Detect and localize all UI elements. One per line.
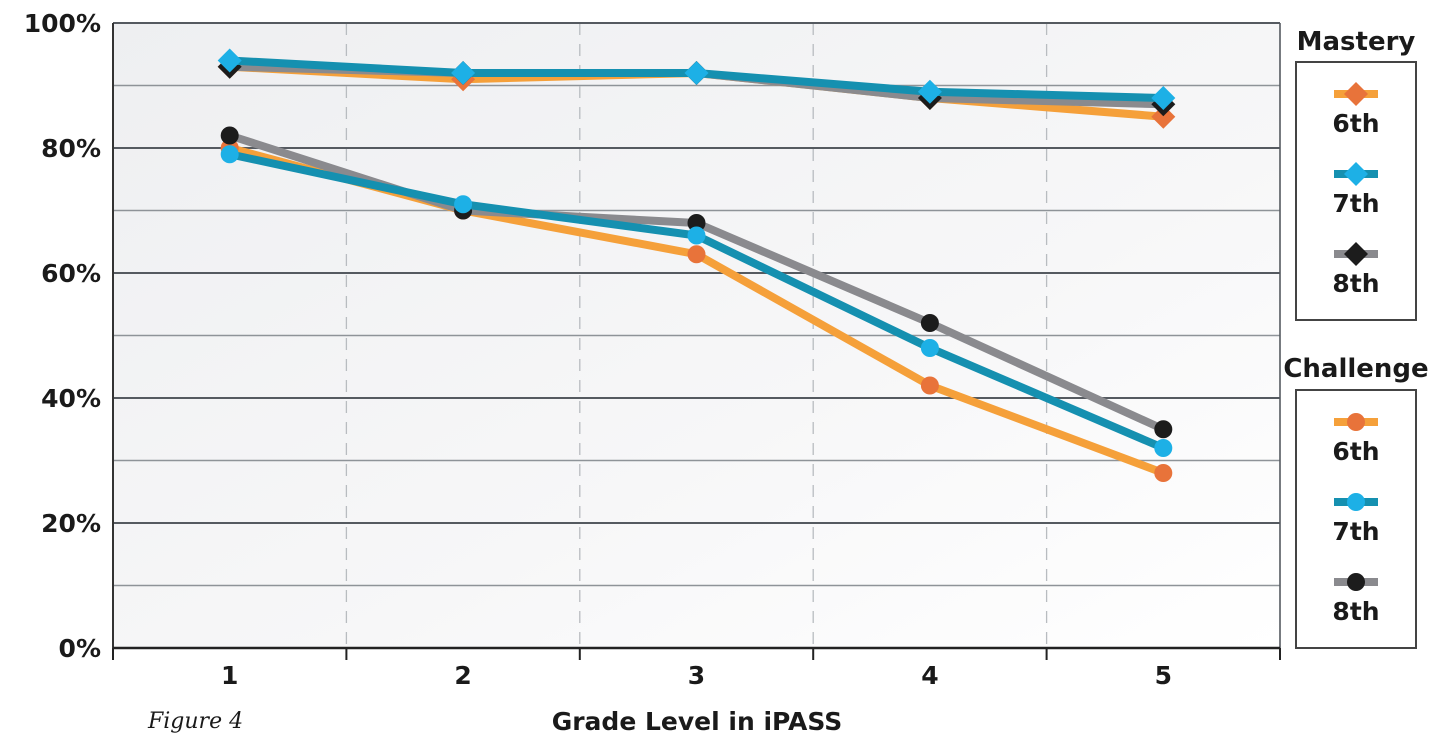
y-tick-label: 40% [41, 384, 101, 413]
data-point-challenge-8th [1154, 420, 1173, 439]
data-point-challenge-7th [920, 339, 939, 357]
data-point-challenge-6th [687, 245, 706, 264]
legend-label-mastery-7th: 7th [1332, 189, 1379, 218]
data-point-challenge-8th [687, 214, 706, 232]
data-point-challenge-8th [220, 126, 239, 145]
legend-marker-diamond [1344, 242, 1368, 266]
x-tick-label: 1 [221, 661, 238, 690]
legend-marker-diamond [1344, 162, 1368, 186]
y-tick-label: 60% [41, 259, 101, 288]
data-point-challenge-7th [220, 145, 239, 164]
y-tick-label: 20% [41, 509, 101, 538]
data-point-mastery-7th [451, 61, 476, 85]
legend-marker-diamond [1344, 82, 1368, 106]
y-tick-label: 0% [59, 634, 101, 663]
x-tick-label: 4 [921, 661, 938, 690]
figure-caption: Figure 4 [147, 709, 243, 734]
legend-label-mastery-8th: 8th [1332, 269, 1379, 298]
x-tick-label: 2 [454, 661, 471, 690]
data-point-mastery-7th [1151, 86, 1176, 110]
y-tick-label: 100% [24, 9, 101, 38]
legend-marker-circle [1347, 413, 1365, 431]
data-point-challenge-6th [920, 376, 939, 395]
x-axis-title: Grade Level in iPASS [552, 707, 843, 734]
data-point-challenge-6th [1154, 464, 1173, 482]
legend-title-mastery: Mastery [1297, 27, 1416, 57]
legend-title-challenge: Challenge [1283, 354, 1428, 384]
data-point-challenge-7th [1154, 439, 1173, 457]
data-point-mastery-7th [684, 61, 709, 85]
legend-label-challenge-7th: 7th [1332, 517, 1379, 546]
data-point-challenge-7th [454, 195, 473, 214]
data-point-challenge-7th [687, 226, 706, 245]
legend-marker-circle [1347, 573, 1365, 591]
legend-marker-circle [1347, 493, 1365, 511]
data-point-mastery-6th [1151, 104, 1176, 129]
legend-label-challenge-6th: 6th [1332, 437, 1379, 466]
data-point-challenge-8th [920, 314, 939, 332]
data-point-mastery-7th [217, 48, 242, 73]
data-point-mastery-7th [917, 79, 942, 104]
legend-box-challenge [1295, 389, 1417, 649]
legend-label-mastery-6th: 6th [1332, 109, 1379, 138]
x-tick-label: 5 [1155, 661, 1172, 690]
y-tick-label: 80% [41, 134, 101, 163]
x-tick-label: 3 [688, 661, 705, 690]
legend-label-challenge-8th: 8th [1332, 597, 1379, 626]
